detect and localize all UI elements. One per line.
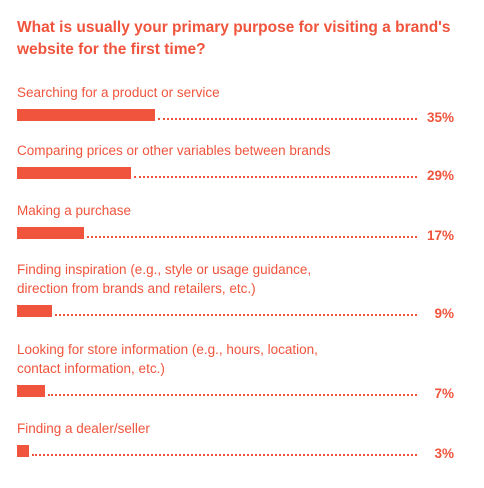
chart-row: Making a purchase 17% xyxy=(17,201,454,243)
bar-track xyxy=(17,167,417,179)
chart-row: Finding inspiration (e.g., style or usag… xyxy=(17,260,454,321)
category-label: Making a purchase xyxy=(17,203,132,218)
bar xyxy=(17,227,84,239)
bar xyxy=(17,109,155,121)
value-label: 29% xyxy=(426,168,454,183)
leader-dots xyxy=(87,236,417,238)
bar xyxy=(17,385,45,397)
bar-track xyxy=(17,385,417,397)
bar xyxy=(17,167,131,179)
category-label: Searching for a product or service xyxy=(17,85,220,100)
bar-track xyxy=(17,227,417,239)
category-label: contact information, etc.) xyxy=(17,361,165,376)
bar xyxy=(17,305,52,317)
value-label: 3% xyxy=(434,446,454,461)
leader-dots xyxy=(55,314,417,316)
chart-row: Looking for store information (e.g., hou… xyxy=(17,340,454,401)
category-label: Finding inspiration (e.g., style or usag… xyxy=(17,262,312,277)
chart-row: Searching for a product or service 35% xyxy=(17,83,454,125)
chart-row: Comparing prices or other variables betw… xyxy=(17,141,454,183)
bar-track xyxy=(17,305,417,317)
bar-track xyxy=(17,445,417,457)
leader-dots xyxy=(48,394,417,396)
value-label: 9% xyxy=(434,306,454,321)
leader-dots xyxy=(134,176,417,178)
category-label: Finding a dealer/seller xyxy=(17,421,150,436)
value-label: 17% xyxy=(426,228,454,243)
category-label: Looking for store information (e.g., hou… xyxy=(17,342,318,357)
category-label: Comparing prices or other variables betw… xyxy=(17,143,331,158)
category-label: direction from brands and retailers, etc… xyxy=(17,281,256,296)
value-label: 35% xyxy=(426,110,454,125)
chart-title: What is usually your primary purpose for… xyxy=(17,19,451,58)
chart-row: Finding a dealer/seller 3% xyxy=(17,419,454,461)
bar-track xyxy=(17,109,417,121)
bar xyxy=(17,445,29,457)
leader-dots xyxy=(32,454,417,456)
leader-dots xyxy=(158,118,417,120)
value-label: 7% xyxy=(434,386,454,401)
